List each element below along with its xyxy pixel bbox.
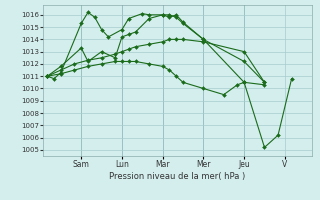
X-axis label: Pression niveau de la mer( hPa ): Pression niveau de la mer( hPa ) <box>109 172 246 181</box>
